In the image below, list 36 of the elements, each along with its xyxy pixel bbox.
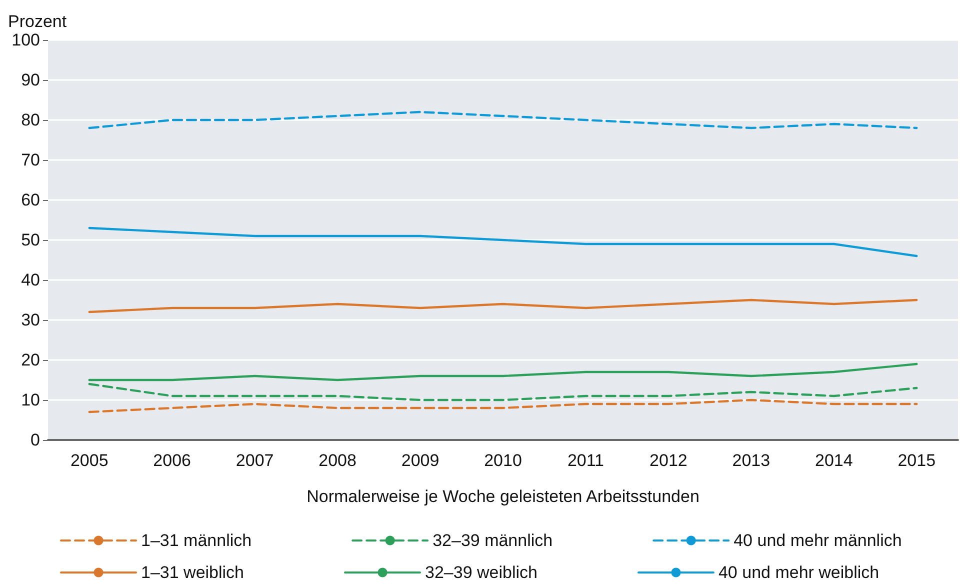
line-series	[88, 382, 918, 402]
line-series	[88, 362, 918, 382]
x-tick-label: 2009	[401, 451, 440, 470]
x-tick-label: 2014	[814, 451, 853, 470]
y-tick-label: 40	[21, 270, 40, 290]
x-axis-title: Normalerweise je Woche geleisteten Arbeitsstunden	[306, 487, 700, 506]
legend-label: 40 und mehr weiblich	[718, 563, 880, 582]
y-tick-label: 20	[21, 350, 40, 370]
y-tick-label: 10	[21, 390, 40, 410]
legend-label: 1–31 männlich	[141, 531, 252, 550]
y-tick-label: 80	[21, 110, 40, 130]
y-tick-label: 0	[30, 430, 40, 450]
x-tick-label: 2010	[484, 451, 522, 470]
x-tick-label: 2015	[898, 451, 936, 470]
x-tick-label: 2012	[650, 451, 688, 470]
y-tick-label: 100	[12, 30, 40, 50]
x-tick-label: 2006	[153, 451, 192, 470]
x-tick-label: 2013	[732, 451, 770, 470]
line-series	[88, 398, 918, 414]
legend-label: 32–39 weiblich	[425, 563, 538, 582]
x-tick-label: 2007	[236, 451, 274, 470]
legend-label: 32–39 männlich	[432, 531, 553, 550]
y-tick-label: 70	[21, 150, 40, 170]
y-tick-label: 30	[21, 310, 40, 330]
line-series	[88, 226, 918, 258]
x-tick-label: 2005	[70, 451, 108, 470]
y-tick-label: 60	[21, 190, 40, 210]
y-tick-label: 50	[21, 230, 40, 250]
legend-label: 40 und mehr männlich	[734, 531, 902, 550]
y-tick-label: 90	[21, 70, 40, 90]
line-series	[88, 298, 918, 314]
legend-label: 1–31 weiblich	[141, 563, 244, 582]
y-axis-title: Prozent	[8, 12, 67, 31]
line-series	[88, 110, 918, 130]
x-tick-label: 2011	[567, 451, 604, 470]
x-tick-label: 2008	[318, 451, 356, 470]
